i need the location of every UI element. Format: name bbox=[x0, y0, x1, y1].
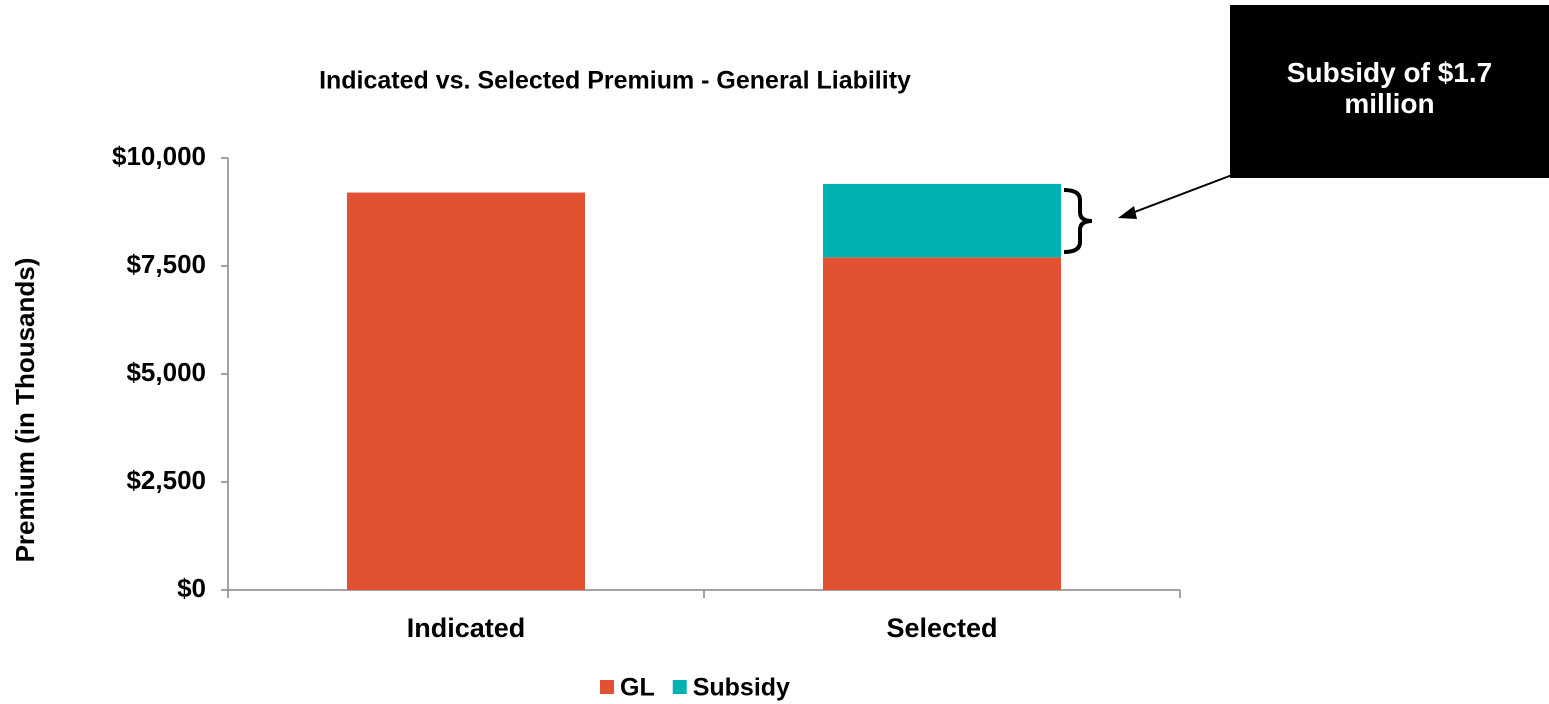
brace bbox=[1063, 188, 1093, 254]
y-tick-label: $7,500 bbox=[126, 249, 206, 279]
y-tick-label: $10,000 bbox=[112, 141, 206, 171]
y-tick-label: $0 bbox=[177, 573, 206, 603]
bar bbox=[823, 183, 1061, 258]
legend-swatch bbox=[600, 680, 614, 694]
x-tick-label: Indicated bbox=[407, 613, 526, 643]
bar bbox=[823, 257, 1061, 590]
arrow-head bbox=[1118, 206, 1137, 219]
legend-swatch bbox=[672, 680, 687, 694]
legend-label: Subsidy bbox=[693, 674, 790, 702]
arrow-line bbox=[1131, 171, 1241, 214]
y-tick-label: $5,000 bbox=[126, 357, 206, 387]
legend-label: GL bbox=[620, 674, 655, 702]
x-tick-label: Selected bbox=[886, 613, 997, 643]
y-tick-label: $2,500 bbox=[126, 465, 206, 495]
chart-title: Indicated vs. Selected Premium - General… bbox=[319, 67, 911, 95]
annotation-box: Subsidy of $1.7 million bbox=[1230, 5, 1549, 178]
y-axis-label: Premium (in Thousands) bbox=[10, 258, 40, 563]
bar bbox=[347, 192, 585, 590]
